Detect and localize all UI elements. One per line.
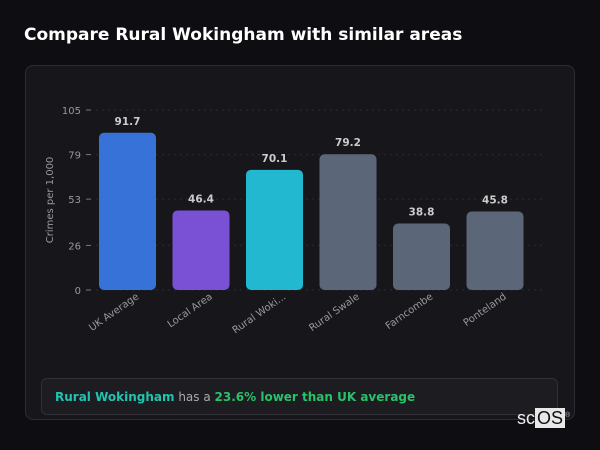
x-tick-label: Ponteland	[462, 291, 509, 329]
bar-value-label: 70.1	[262, 153, 288, 165]
bar-3	[319, 154, 377, 290]
y-tick-label: 0	[75, 286, 81, 297]
x-tick-label: Rural Woki...	[231, 291, 289, 336]
y-tick-label: 79	[68, 151, 81, 162]
summary-area: Rural Wokingham	[55, 390, 175, 404]
bar-4	[393, 223, 450, 290]
y-tick-label: 53	[68, 195, 81, 206]
bar-value-label: 91.7	[115, 116, 141, 128]
x-tick-label: UK Average	[87, 291, 141, 333]
y-tick-label: 26	[68, 241, 81, 252]
bar-5	[466, 211, 524, 290]
bar-0	[99, 132, 156, 290]
scos-logo: sc OS ®	[517, 408, 571, 428]
bar-value-label: 46.4	[188, 193, 214, 205]
y-tick-label: 105	[62, 106, 81, 117]
bar-1	[172, 210, 230, 290]
summary-box: Rural Wokingham has a 23.6% lower than U…	[41, 378, 558, 415]
bar-value-label: 45.8	[482, 194, 508, 206]
bar-value-label: 79.2	[335, 137, 361, 149]
summary-middle: has a	[174, 390, 215, 404]
summary-comparison: 23.6% lower than UK average	[214, 390, 416, 404]
page-title: Compare Rural Wokingham with similar are…	[24, 25, 463, 45]
x-tick-label: Rural Swale	[307, 291, 361, 334]
bar-value-label: 38.8	[409, 206, 435, 218]
x-tick-label: Local Area	[166, 291, 215, 330]
x-tick-label: Farncombe	[384, 291, 435, 332]
y-axis-label: Crimes per 1,000	[45, 157, 56, 244]
bar-2	[246, 169, 303, 290]
